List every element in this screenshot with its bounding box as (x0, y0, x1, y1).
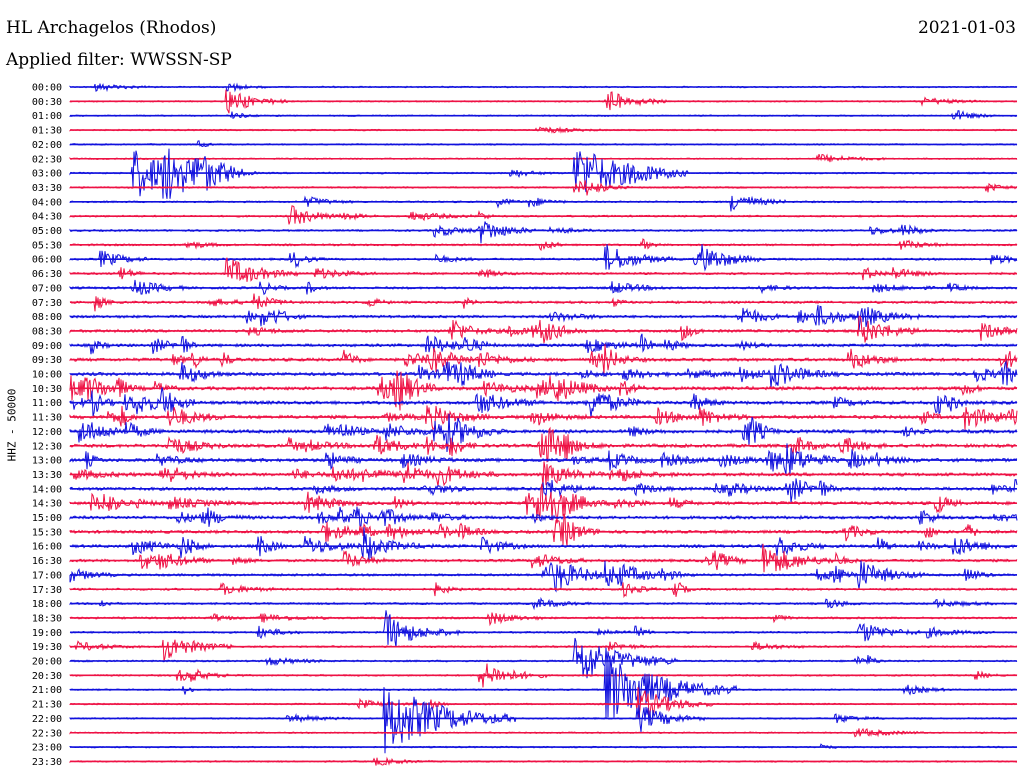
trace-row (69, 315, 1018, 344)
time-label: 13:00 (32, 456, 62, 467)
trace-row (69, 195, 1018, 212)
time-label: 21:30 (32, 700, 62, 711)
time-label: 21:00 (32, 685, 62, 696)
time-label: 17:30 (32, 585, 62, 596)
time-label: 01:30 (32, 126, 62, 137)
trace-row (69, 610, 1018, 648)
time-label: 14:30 (32, 499, 62, 510)
time-label: 06:00 (32, 255, 62, 266)
time-label: 23:00 (32, 743, 62, 754)
trace-row (69, 543, 1018, 573)
station-title: HL Archagelos (Rhodos) (6, 18, 217, 38)
time-label: 12:00 (32, 427, 62, 438)
trace-row (69, 205, 1018, 225)
time-label: 23:30 (32, 757, 62, 768)
time-label: 15:30 (32, 527, 62, 538)
time-label: 20:30 (32, 671, 62, 682)
time-label: 09:30 (32, 355, 62, 366)
time-label: 11:30 (32, 413, 62, 424)
time-label: 00:00 (32, 83, 62, 94)
trace-row (69, 656, 1018, 718)
time-label: 19:30 (32, 642, 62, 653)
date-label: 2021-01-03 (917, 18, 1016, 38)
time-label: 04:00 (32, 197, 62, 208)
time-label: 15:00 (32, 513, 62, 524)
time-label: 05:30 (32, 240, 62, 251)
time-label: 08:30 (32, 326, 62, 337)
time-label: 22:00 (32, 714, 62, 725)
time-label: 07:00 (32, 283, 62, 294)
time-label: 16:00 (32, 542, 62, 553)
time-label: 14:00 (32, 484, 62, 495)
time-label: 04:30 (32, 212, 62, 223)
trace-row (69, 687, 1017, 754)
time-label: 10:00 (32, 370, 62, 381)
time-label: 09:00 (32, 341, 62, 352)
trace-row (69, 687, 1018, 718)
trace-row (69, 221, 1018, 244)
time-label: 18:30 (32, 613, 62, 624)
filter-label: Applied filter: WWSSN-SP (6, 50, 232, 70)
time-label: 13:30 (32, 470, 62, 481)
time-label: 08:00 (32, 312, 62, 323)
time-label: 03:00 (32, 169, 62, 180)
time-label: 12:30 (32, 441, 62, 452)
trace-row (69, 370, 1018, 411)
trace-row (69, 426, 1017, 463)
trace-row (69, 596, 1018, 611)
trace-row (69, 304, 1018, 331)
time-label: 00:30 (32, 97, 62, 108)
trace-row (69, 257, 1017, 282)
time-label: 06:30 (32, 269, 62, 280)
time-label: 16:30 (32, 556, 62, 567)
time-label: 11:00 (32, 398, 62, 409)
time-label: 05:00 (32, 226, 62, 237)
trace-row (69, 478, 1018, 503)
time-label: 07:30 (32, 298, 62, 309)
time-label: 01:00 (32, 111, 62, 122)
time-label: 19:00 (32, 628, 62, 639)
time-label: 02:30 (32, 154, 62, 165)
time-label: 17:00 (32, 570, 62, 581)
time-label: 03:30 (32, 183, 62, 194)
time-label: 22:30 (32, 728, 62, 739)
time-label: 18:00 (32, 599, 62, 610)
time-label: 10:30 (32, 384, 62, 395)
time-label: 02:00 (32, 140, 62, 151)
time-label: 20:00 (32, 657, 62, 668)
